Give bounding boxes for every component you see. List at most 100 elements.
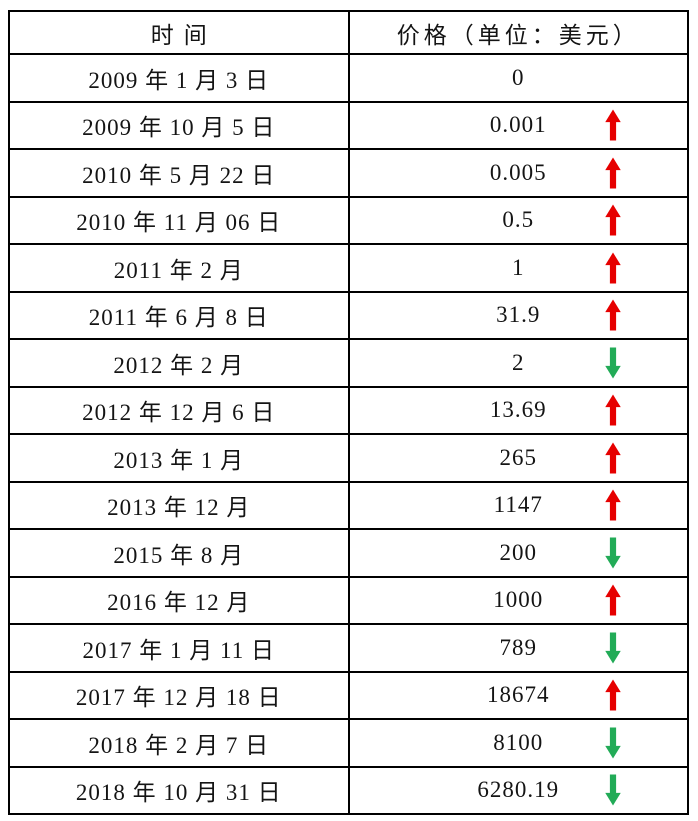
up-arrow-icon bbox=[605, 584, 621, 616]
price-cell: 2 bbox=[347, 338, 689, 388]
date-cell: 2011 年 6 月 8 日 bbox=[8, 290, 350, 340]
price-cell: 0 bbox=[347, 53, 689, 103]
date-text: 2018 年 10 月 31 日 bbox=[75, 780, 282, 806]
price-text: 0 bbox=[512, 64, 525, 90]
up-arrow-icon bbox=[605, 299, 621, 331]
table-row: 2015 年 8 月 200 bbox=[8, 528, 689, 578]
date-cell: 2013 年 12 月 bbox=[8, 480, 350, 530]
table-row: 2012 年 12 月 6 日 13.69 bbox=[8, 385, 689, 435]
price-cell: 1147 bbox=[347, 480, 689, 530]
date-cell: 2017 年 1 月 11 日 bbox=[8, 623, 350, 673]
date-text: 2017 年 1 月 11 日 bbox=[82, 637, 275, 663]
price-cell: 789 bbox=[347, 623, 689, 673]
up-arrow-icon bbox=[605, 204, 621, 236]
price-text: 200 bbox=[499, 539, 537, 565]
up-arrow-icon bbox=[605, 442, 621, 474]
date-text: 2015 年 8 月 bbox=[113, 542, 245, 568]
price-cell: 0.5 bbox=[347, 195, 689, 245]
price-cell: 6280.19 bbox=[347, 765, 689, 815]
table-row: 2010 年 5 月 22 日 0.005 bbox=[8, 148, 689, 198]
date-cell: 2017 年 12 月 18 日 bbox=[8, 670, 350, 720]
down-arrow-icon bbox=[605, 774, 621, 806]
price-cell: 0.005 bbox=[347, 148, 689, 198]
table-row: 2018 年 10 月 31 日 6280.19 bbox=[8, 765, 689, 815]
price-cell: 1000 bbox=[347, 575, 689, 625]
up-arrow-icon bbox=[605, 679, 621, 711]
table-row: 2009 年 1 月 3 日 0 bbox=[8, 53, 689, 103]
up-arrow-icon bbox=[605, 157, 621, 189]
price-cell: 1 bbox=[347, 243, 689, 293]
date-text: 2013 年 12 月 bbox=[107, 495, 251, 521]
date-cell: 2011 年 2 月 bbox=[8, 243, 350, 293]
date-cell: 2009 年 1 月 3 日 bbox=[8, 53, 350, 103]
date-cell: 2018 年 10 月 31 日 bbox=[8, 765, 350, 815]
price-text: 31.9 bbox=[496, 302, 541, 328]
table-row: 2016 年 12 月 1000 bbox=[8, 575, 689, 625]
price-cell: 265 bbox=[347, 433, 689, 483]
price-text: 265 bbox=[499, 444, 537, 470]
date-text: 2009 年 10 月 5 日 bbox=[82, 115, 276, 141]
up-arrow-icon bbox=[605, 489, 621, 521]
price-cell: 200 bbox=[347, 528, 689, 578]
date-text: 2011 年 6 月 8 日 bbox=[88, 305, 269, 331]
table-row: 2011 年 2 月 1 bbox=[8, 243, 689, 293]
price-text: 1147 bbox=[493, 492, 543, 518]
date-text: 2010 年 5 月 22 日 bbox=[82, 162, 276, 188]
up-arrow-icon bbox=[605, 252, 621, 284]
table-row: 2017 年 12 月 18 日 18674 bbox=[8, 670, 689, 720]
price-cell: 18674 bbox=[347, 670, 689, 720]
date-text: 2012 年 12 月 6 日 bbox=[82, 400, 276, 426]
down-arrow-icon bbox=[605, 727, 621, 759]
date-cell: 2016 年 12 月 bbox=[8, 575, 350, 625]
table-row: 2013 年 1 月 265 bbox=[8, 433, 689, 483]
price-cell: 13.69 bbox=[347, 385, 689, 435]
price-text: 6280.19 bbox=[477, 777, 560, 803]
date-text: 2016 年 12 月 bbox=[107, 590, 251, 616]
price-text: 0.001 bbox=[489, 112, 547, 138]
down-arrow-icon bbox=[605, 632, 621, 664]
header-row: 时间 价格（单位：美元） bbox=[8, 10, 689, 55]
date-text: 2018 年 2 月 7 日 bbox=[88, 732, 270, 758]
date-cell: 2010 年 11 月 06 日 bbox=[8, 195, 350, 245]
price-text: 18674 bbox=[487, 682, 550, 708]
date-text: 2012 年 2 月 bbox=[113, 352, 245, 378]
table-row: 2011 年 6 月 8 日 31.9 bbox=[8, 290, 689, 340]
date-cell: 2010 年 5 月 22 日 bbox=[8, 148, 350, 198]
down-arrow-icon bbox=[605, 537, 621, 569]
table-row: 2009 年 10 月 5 日 0.001 bbox=[8, 100, 689, 150]
up-arrow-icon bbox=[605, 394, 621, 426]
table-body: 2009 年 1 月 3 日 0 2009 年 10 月 5 日 0.001 bbox=[8, 53, 689, 815]
date-cell: 2012 年 2 月 bbox=[8, 338, 350, 388]
down-arrow-icon bbox=[605, 347, 621, 379]
bitcoin-price-table: 时间 价格（单位：美元） 2009 年 1 月 3 日 0 2009 年 bbox=[8, 10, 689, 815]
table-row: 2018 年 2 月 7 日 8100 bbox=[8, 718, 689, 768]
date-cell: 2013 年 1 月 bbox=[8, 433, 350, 483]
date-text: 2010 年 11 月 06 日 bbox=[76, 210, 282, 236]
price-text: 1 bbox=[512, 254, 525, 280]
price-text: 2 bbox=[512, 349, 525, 375]
date-text: 2017 年 12 月 18 日 bbox=[75, 685, 282, 711]
up-arrow-icon bbox=[605, 109, 621, 141]
column-header-price: 价格（单位：美元） bbox=[347, 10, 689, 55]
price-text: 1000 bbox=[493, 587, 544, 613]
price-cell: 31.9 bbox=[347, 290, 689, 340]
column-header-time: 时间 bbox=[8, 10, 350, 55]
date-cell: 2012 年 12 月 6 日 bbox=[8, 385, 350, 435]
price-text: 0.005 bbox=[489, 159, 547, 185]
price-text: 8100 bbox=[493, 729, 544, 755]
table-row: 2010 年 11 月 06 日 0.5 bbox=[8, 195, 689, 245]
table-row: 2017 年 1 月 11 日 789 bbox=[8, 623, 689, 673]
date-cell: 2018 年 2 月 7 日 bbox=[8, 718, 350, 768]
price-text: 13.69 bbox=[489, 397, 547, 423]
price-cell: 8100 bbox=[347, 718, 689, 768]
price-text: 789 bbox=[499, 634, 537, 660]
price-text: 0.5 bbox=[502, 207, 535, 233]
date-text: 2011 年 2 月 bbox=[113, 257, 244, 283]
price-cell: 0.001 bbox=[347, 100, 689, 150]
table-row: 2013 年 12 月 1147 bbox=[8, 480, 689, 530]
date-cell: 2009 年 10 月 5 日 bbox=[8, 100, 350, 150]
table-row: 2012 年 2 月 2 bbox=[8, 338, 689, 388]
table-header: 时间 价格（单位：美元） bbox=[8, 10, 689, 55]
date-cell: 2015 年 8 月 bbox=[8, 528, 350, 578]
